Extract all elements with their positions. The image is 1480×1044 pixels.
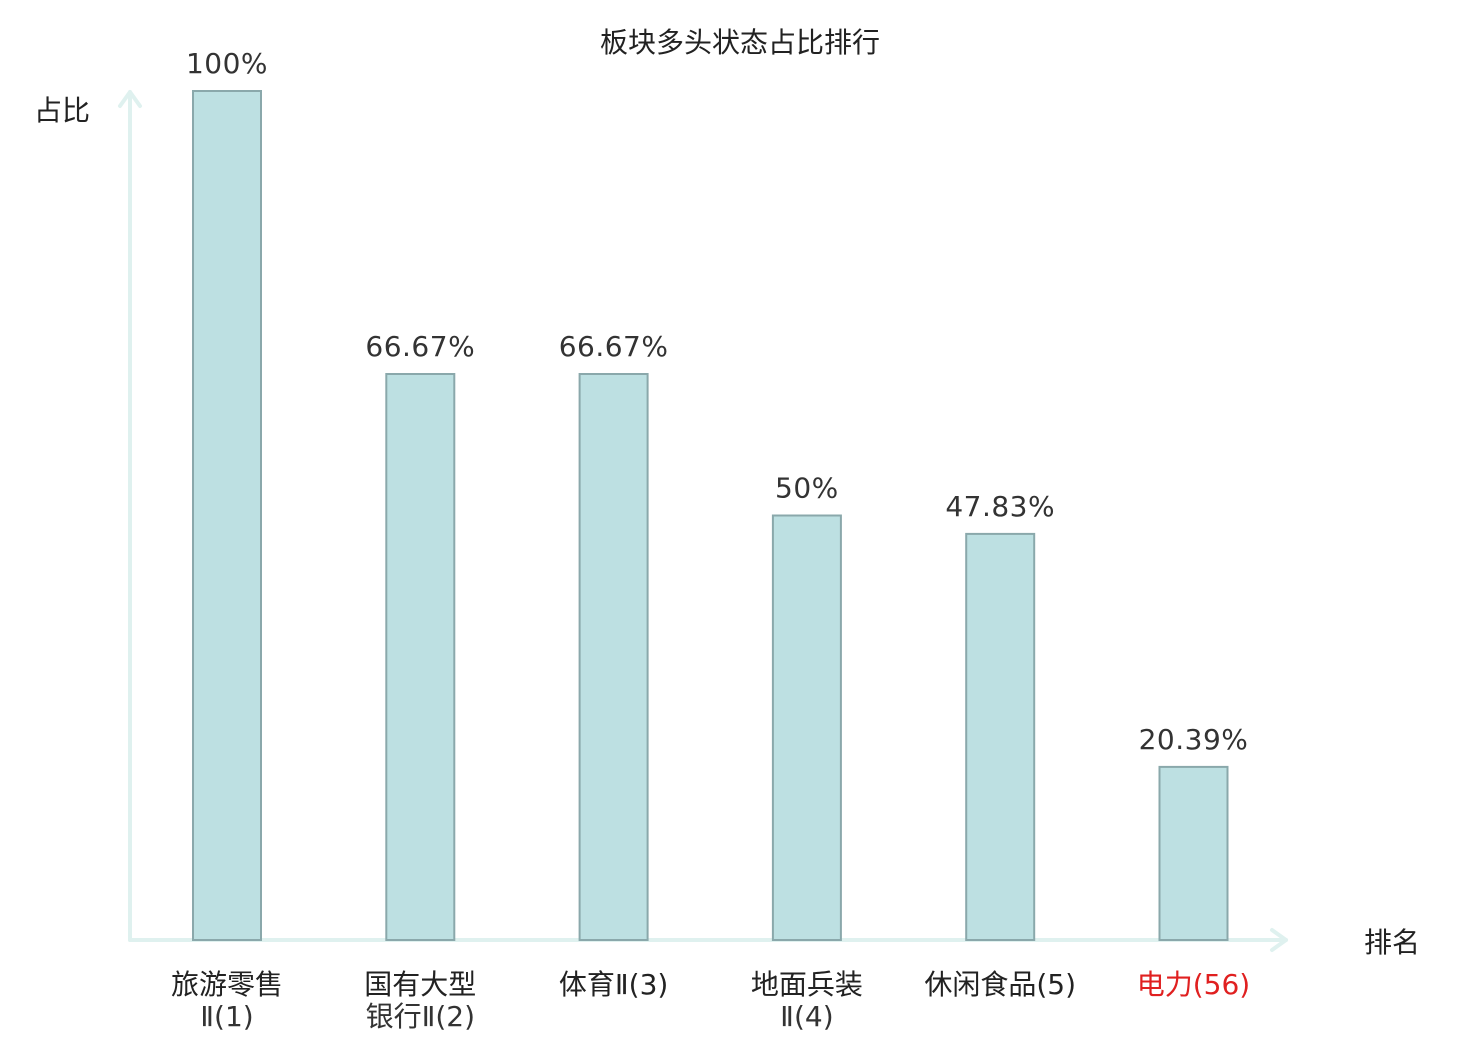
x-tick-label-1: 旅游零售: [171, 968, 283, 1001]
bar-value-label-5: 47.83%: [945, 490, 1055, 523]
x-tick-label-4: 地面兵装: [751, 968, 863, 1001]
chart-title: 板块多头状态占比排行: [600, 26, 880, 59]
x-tick-label-2: 国有大型: [364, 968, 476, 1001]
x-tick-label-2-line-2: 银行Ⅱ(2): [366, 1000, 475, 1033]
x-tick-label-5: 休闲食品(5): [924, 968, 1076, 1001]
bar-3: [578, 373, 649, 941]
bar-value-label-2: 66.67%: [365, 330, 475, 363]
x-axis-title: 排名: [1364, 926, 1420, 959]
bar-value-label-4: 50%: [775, 472, 839, 505]
y-axis-arrow-head: [118, 90, 142, 108]
x-tick-label-3: 体育Ⅱ(3): [559, 968, 668, 1001]
y-axis-title: 占比: [34, 94, 90, 127]
bar-5: [965, 532, 1036, 942]
bar-1: [192, 90, 262, 941]
bar-4: [771, 514, 842, 941]
value-labels-group: 100% 66.67% 66.67% 50% 47.83% 20.39%: [186, 47, 1248, 756]
bar-value-label-1: 100%: [186, 47, 268, 80]
bar-6: [1158, 765, 1229, 942]
bar-value-label-3: 66.67%: [559, 330, 669, 363]
x-tick-label-1-line-2: Ⅱ(1): [200, 1000, 253, 1033]
bars-group: [192, 90, 1229, 942]
x-axis-arrow-head: [1270, 928, 1288, 952]
axes: [118, 90, 1288, 952]
x-tick-label-6: 电力(56): [1137, 968, 1250, 1001]
bar-value-label-6: 20.39%: [1139, 723, 1249, 756]
bar-2: [385, 373, 456, 941]
x-tick-label-4-line-2: Ⅱ(4): [780, 1000, 833, 1033]
